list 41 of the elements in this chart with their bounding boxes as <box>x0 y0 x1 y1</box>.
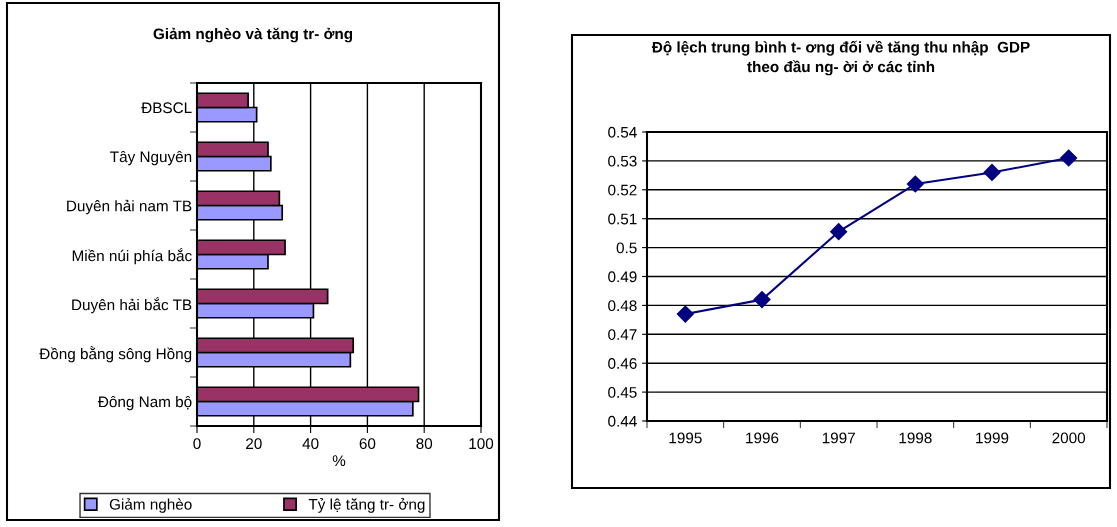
y-tick-label: 0.47 <box>608 329 637 340</box>
y-tick-label: 0.53 <box>608 155 637 167</box>
chart-title: Độ lệch trung bình t- ơng đối về tăng thu nhập GDP theo đầu ng- ời ở các tỉnh <box>651 40 1030 76</box>
x-tick-label: 100 <box>469 438 494 450</box>
y-tick-label: 0.54 <box>608 126 637 138</box>
x-tick-label: 1997 <box>822 432 855 444</box>
x-tick-label: 1999 <box>976 432 1009 444</box>
y-tick-label: 0.48 <box>608 300 637 312</box>
y-tick-label: ĐBSCL <box>141 102 192 114</box>
point <box>1060 149 1078 167</box>
y-tick-label: Tây Nguyên <box>110 150 192 166</box>
legend-label: Tỷ lệ tăng tr- ởng <box>308 498 425 513</box>
y-tick-label: 0.51 <box>608 213 637 225</box>
point <box>676 305 694 323</box>
y-tick-label: Duyên hải nam TB <box>67 199 192 215</box>
chart-title: Giảm nghèo và tăng tr- ởng <box>153 27 353 43</box>
y-tick-label: 0.52 <box>608 184 637 196</box>
point <box>830 223 848 241</box>
y-tick-label: 0.5 <box>616 242 637 254</box>
x-tick-label: 1995 <box>669 432 702 444</box>
point <box>983 163 1001 182</box>
y-tick-label: 0.44 <box>608 415 637 427</box>
x-tick-label: 2000 <box>1052 432 1086 444</box>
y-tick-label: Đông Nam bộ <box>97 395 192 411</box>
point <box>906 175 924 193</box>
x-tick-label: 20 <box>246 438 262 450</box>
y-tick-label: 0.46 <box>608 358 637 369</box>
x-tick-label: 1996 <box>746 432 779 444</box>
legend-label: Giảm nghèo <box>109 498 192 513</box>
y-tick-label: Duyên hải bắc TB <box>72 296 192 314</box>
x-tick-label: 0 <box>193 438 201 450</box>
x-tick-label: 1998 <box>899 432 932 444</box>
point <box>753 291 771 309</box>
x-tick-label: 40 <box>302 438 319 450</box>
x-axis-title: % <box>332 455 346 466</box>
x-tick-label: 60 <box>359 438 376 450</box>
y-tick-label: Miền núi phía bắc <box>72 247 192 265</box>
y-tick-label: Đồng bằng sông Hồng <box>39 345 192 363</box>
y-tick-label: 0.45 <box>608 386 637 398</box>
y-tick-label: 0.49 <box>608 271 637 283</box>
x-tick-label: 80 <box>416 438 433 450</box>
